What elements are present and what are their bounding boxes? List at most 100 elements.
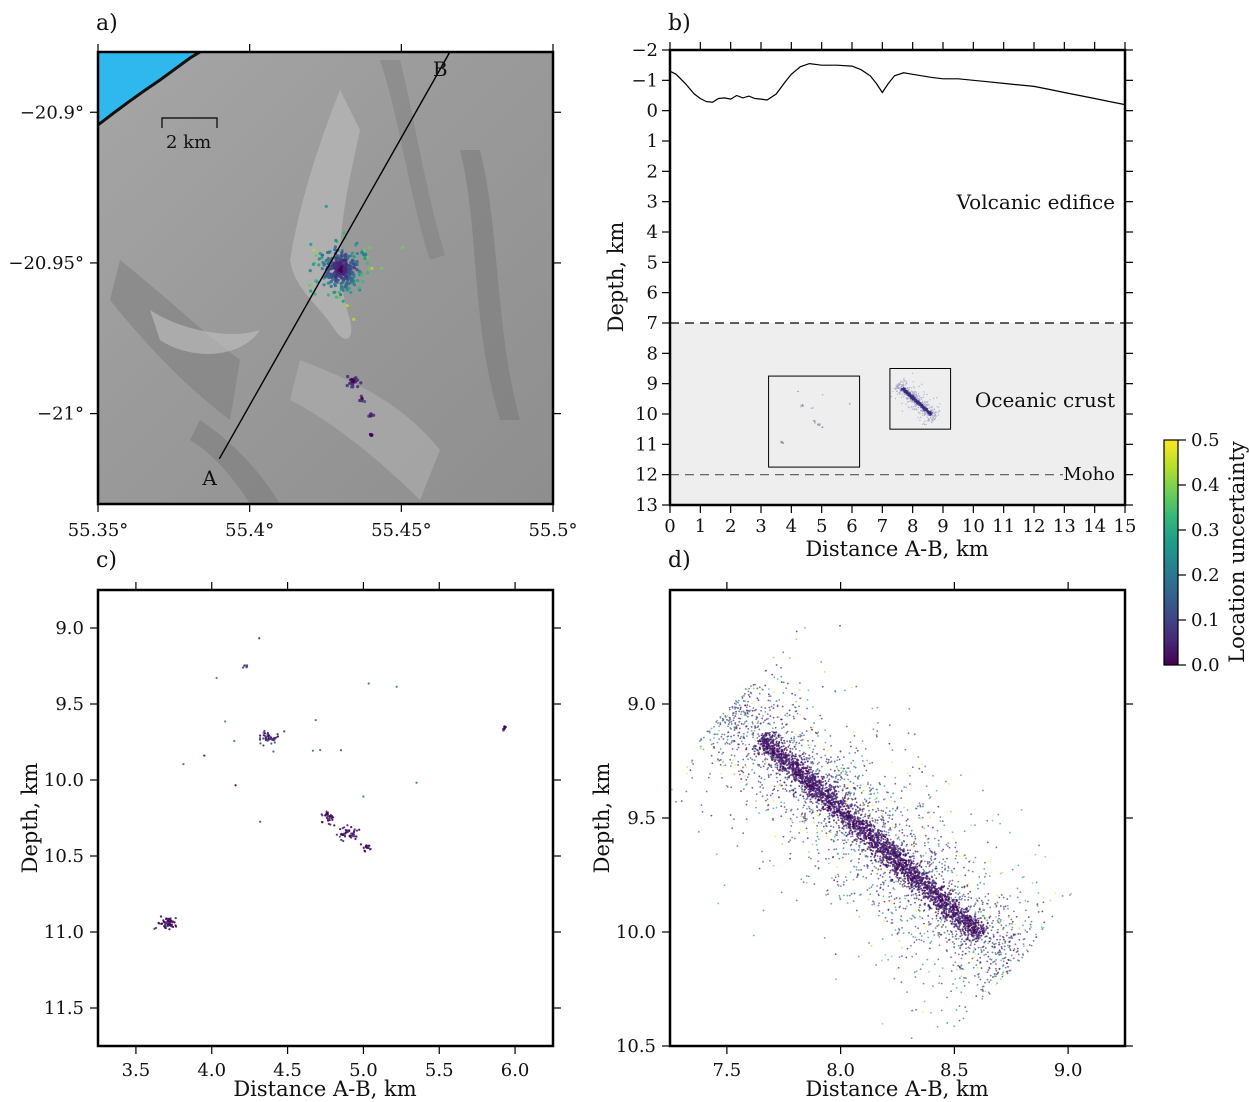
hypocenter-point: [857, 849, 860, 851]
hypocenter-point: [848, 831, 851, 834]
hypocenter-point: [266, 731, 269, 734]
hypocenter-point: [936, 1025, 939, 1028]
hypocenter-point: [822, 776, 825, 778]
hypocenter-point: [345, 831, 348, 834]
hypocenter-point: [937, 958, 940, 961]
hypocenter-point: [835, 774, 838, 777]
hypocenter-point: [948, 885, 951, 887]
hypocenter-point: [503, 725, 506, 728]
hypocenter-point: [897, 836, 900, 839]
hypocenter-point: [327, 822, 330, 825]
hypocenter-point: [802, 840, 805, 843]
hypocenter-point: [885, 830, 888, 833]
hypocenter-point: [735, 725, 738, 728]
hypocenter-point: [944, 860, 947, 863]
hypocenter-point: [811, 739, 814, 742]
hypocenter-point: [853, 765, 856, 768]
hypocenter-point: [862, 816, 865, 819]
hypocenter-point: [887, 909, 890, 911]
hypocenter-point: [837, 885, 840, 887]
hypocenter-point: [918, 909, 921, 912]
hypocenter-point: [816, 732, 819, 735]
hypocenter-point: [1027, 900, 1029, 903]
hypocenter-point: [1001, 935, 1004, 938]
panel-label-d: d): [668, 548, 691, 573]
hypocenter-point-overview: [921, 401, 924, 404]
hypocenter-point-overview: [901, 385, 903, 387]
profile-line-ab: [218, 51, 451, 460]
y-tick-label: 12: [635, 465, 658, 486]
epicenter-point: [344, 284, 348, 288]
hypocenter-point: [259, 734, 262, 737]
hypocenter-point: [982, 914, 985, 917]
hypocenter-point: [895, 880, 898, 883]
hypocenter-point: [786, 740, 788, 743]
hypocenter-point: [893, 902, 896, 905]
hypocenter-point: [720, 772, 723, 775]
hypocenter-point: [740, 710, 743, 713]
hypocenter-point-overview: [912, 405, 915, 408]
hypocenter-point-overview: [899, 387, 901, 389]
hypocenter-point-overview: [927, 419, 929, 421]
hypocenter-point: [1007, 914, 1010, 917]
hypocenter-point: [900, 797, 903, 800]
hypocenter-point: [987, 969, 990, 971]
hypocenter-point: [999, 953, 1002, 956]
hypocenter-point: [803, 717, 806, 720]
hypocenter-point: [745, 714, 748, 717]
hypocenter-point: [1034, 853, 1037, 856]
hypocenter-point: [1014, 923, 1017, 926]
hypocenter-point: [269, 736, 272, 739]
hypocenter-point: [862, 875, 865, 878]
hypocenter-point: [1002, 928, 1004, 930]
hypocenter-point: [826, 774, 829, 777]
hypocenter-point: [932, 985, 934, 987]
hypocenter-point-overview: [920, 397, 923, 399]
hypocenter-point: [985, 935, 987, 938]
y-tick-label: 10: [635, 404, 658, 425]
hypocenter-point: [905, 885, 908, 888]
hypocenter-point: [311, 749, 315, 752]
hypocenter-point: [845, 827, 848, 829]
hypocenter-point-overview: [923, 407, 925, 410]
hypocenter-point: [841, 856, 844, 859]
hypocenter-point: [756, 697, 759, 700]
hypocenter-point: [982, 923, 985, 926]
hypocenter-point: [972, 951, 975, 954]
hypocenter-point: [873, 903, 876, 905]
hypocenter-point: [967, 898, 970, 901]
hypocenter-point: [858, 857, 860, 860]
hypocenter-point: [878, 782, 881, 784]
hypocenter-point: [691, 759, 694, 762]
hypocenter-point: [320, 820, 324, 824]
hypocenter-point: [970, 824, 972, 827]
hypocenter-point: [262, 744, 265, 747]
hypocenter-point: [809, 800, 812, 803]
hypocenter-point-overview: [912, 398, 915, 400]
hypocenter-point: [747, 727, 750, 730]
hypocenter-point-overview: [903, 395, 905, 398]
hypocenter-point: [907, 899, 910, 902]
hypocenter-point: [767, 774, 770, 777]
hypocenter-point: [834, 691, 837, 693]
hypocenter-point: [841, 764, 844, 766]
hypocenter-point: [923, 932, 926, 935]
hypocenter-point: [986, 916, 988, 919]
hypocenter-point: [767, 699, 770, 702]
hypocenter-point: [762, 714, 764, 717]
hypocenter-point: [981, 903, 984, 906]
hypocenter-point-overview: [908, 406, 910, 409]
hypocenter-point-overview: [780, 442, 782, 444]
hypocenter-point: [961, 954, 964, 956]
y-tick-label: 11: [635, 434, 658, 455]
hypocenter-point: [900, 880, 902, 883]
hypocenter-point: [968, 860, 971, 863]
hypocenter-point: [865, 876, 868, 879]
hypocenter-point: [857, 955, 860, 958]
hypocenter-point: [928, 847, 931, 850]
hypocenter-point: [759, 781, 762, 784]
hypocenter-point: [836, 781, 839, 783]
hypocenter-point: [1019, 933, 1022, 935]
hypocenter-point: [273, 741, 276, 744]
hypocenter-point: [814, 745, 816, 747]
